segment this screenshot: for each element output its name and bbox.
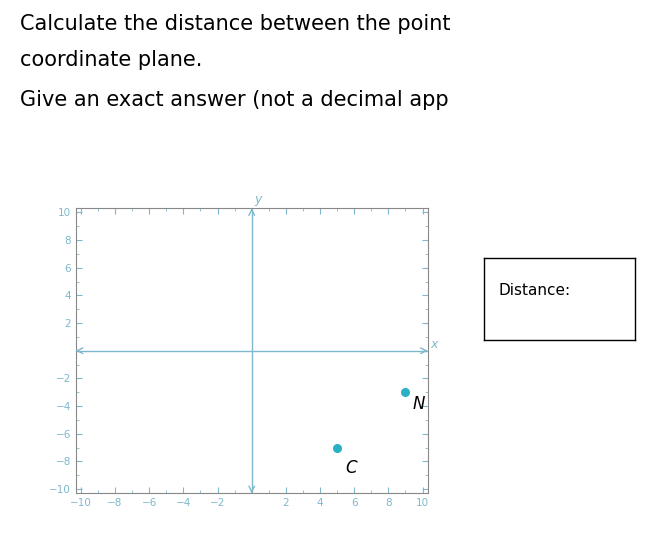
Text: C: C	[345, 459, 357, 477]
Text: Give an exact answer (not a decimal app: Give an exact answer (not a decimal app	[20, 90, 448, 110]
Text: x: x	[430, 338, 438, 351]
Text: y: y	[254, 193, 261, 206]
Text: N: N	[413, 395, 424, 413]
Text: Distance:: Distance:	[499, 283, 571, 298]
Text: Calculate the distance between the point: Calculate the distance between the point	[20, 14, 450, 33]
Text: coordinate plane.: coordinate plane.	[20, 50, 202, 70]
